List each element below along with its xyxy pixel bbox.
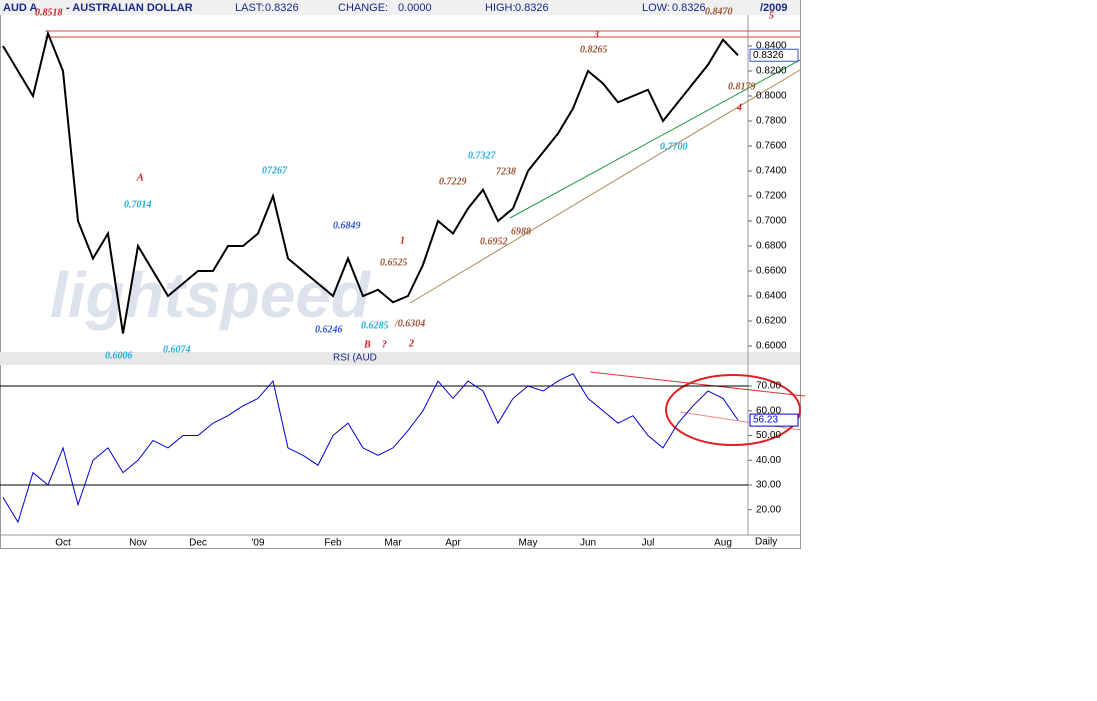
instrument-title: - AUSTRALIAN DOLLAR bbox=[66, 2, 193, 14]
last-value-box bbox=[749, 48, 799, 62]
x-tick-label: '09 bbox=[251, 538, 264, 549]
series-line bbox=[2, 30, 739, 334]
trend-line bbox=[509, 59, 801, 219]
date-text: /2009 bbox=[760, 2, 788, 14]
annotation: ? bbox=[382, 339, 387, 350]
last-value: 56.23 bbox=[753, 415, 778, 426]
y-tick-label: 0.6800 bbox=[756, 241, 787, 252]
stat-label: CHANGE: bbox=[338, 2, 388, 14]
watermark: lightspeed bbox=[50, 259, 372, 331]
header-bar bbox=[0, 0, 800, 15]
y-tick-label: 0.6000 bbox=[756, 341, 787, 352]
symbol: AUD A bbox=[3, 2, 37, 14]
annotation: 7238 bbox=[496, 166, 516, 177]
annotation: 2 bbox=[408, 338, 414, 349]
y-tick-label: 0.8200 bbox=[756, 66, 787, 77]
annotation: 0.6849 bbox=[333, 220, 361, 231]
annotation: 0.7014 bbox=[124, 199, 152, 210]
y-tick-label: 60.00 bbox=[756, 405, 781, 416]
period-label: Daily bbox=[755, 537, 777, 548]
annotation: 0.6006 bbox=[105, 350, 133, 361]
annotation: 0.8265 bbox=[580, 44, 608, 55]
stat-label: LAST: bbox=[235, 2, 264, 14]
annotation: 0.6952 bbox=[480, 236, 508, 247]
stat-value: 0.8326 bbox=[672, 2, 706, 14]
stat-value: 0.8326 bbox=[515, 2, 549, 14]
annotation: 6988 bbox=[511, 226, 531, 237]
annotation: 1 bbox=[400, 235, 405, 246]
last-value-box bbox=[749, 413, 799, 427]
x-tick-label: Mar bbox=[384, 538, 402, 549]
series-name: RSI (AUD bbox=[333, 353, 377, 364]
rsi-trend-line bbox=[679, 411, 801, 431]
y-tick-label: 0.8400 bbox=[756, 41, 787, 52]
x-tick-label: Feb bbox=[324, 538, 342, 549]
annotation: 0.6525 bbox=[380, 257, 408, 268]
annotation: 07267 bbox=[262, 165, 288, 176]
stat-label: HIGH: bbox=[485, 2, 516, 14]
y-tick-label: 0.7400 bbox=[756, 166, 787, 177]
annotation: 0.8179 bbox=[728, 81, 756, 92]
y-tick-label: 0.8000 bbox=[756, 91, 787, 102]
annotation: 0.7229 bbox=[439, 176, 467, 187]
x-tick-label: Aug bbox=[714, 538, 732, 549]
last-value: 0.8326 bbox=[753, 50, 784, 61]
y-tick-label: 0.6400 bbox=[756, 291, 787, 302]
y-tick-label: 50.00 bbox=[756, 430, 781, 441]
annotation: 0.8518 bbox=[35, 7, 63, 18]
y-tick-label: 0.7200 bbox=[756, 191, 787, 202]
annotation: 0.6246 bbox=[315, 324, 343, 335]
annotation: 0.7700 bbox=[660, 141, 688, 152]
x-tick-label: Nov bbox=[129, 538, 147, 549]
x-tick-label: Jul bbox=[642, 538, 655, 549]
y-tick-label: 0.7600 bbox=[756, 141, 787, 152]
stat-label: LOW: bbox=[642, 2, 670, 14]
y-tick-label: 0.7800 bbox=[756, 116, 787, 127]
y-tick-label: 20.00 bbox=[756, 504, 781, 515]
annotation: /0.6304 bbox=[394, 318, 425, 329]
annotation: A bbox=[136, 172, 144, 183]
annotation: 5 bbox=[769, 10, 774, 21]
x-tick-label: Apr bbox=[445, 538, 461, 549]
annotation: 0.7327 bbox=[468, 150, 497, 161]
y-tick-label: 0.6600 bbox=[756, 266, 787, 277]
y-tick-label: 0.7000 bbox=[756, 216, 787, 227]
x-tick-label: May bbox=[519, 538, 538, 549]
highlight-ellipse bbox=[665, 374, 801, 446]
x-tick-label: Oct bbox=[55, 538, 71, 549]
y-tick-label: 30.00 bbox=[756, 480, 781, 491]
annotation: 3 bbox=[593, 29, 599, 40]
stat-value: 0.8326 bbox=[265, 2, 299, 14]
annotation: 4 bbox=[736, 102, 742, 113]
x-tick-label: Jun bbox=[580, 538, 596, 549]
trend-line bbox=[409, 69, 801, 304]
y-tick-label: 70.00 bbox=[756, 381, 781, 392]
x-tick-label: Dec bbox=[189, 538, 207, 549]
y-tick-label: 40.00 bbox=[756, 455, 781, 466]
series-line bbox=[2, 373, 739, 524]
y-tick-label: 0.6200 bbox=[756, 316, 787, 327]
annotation: 0.6074 bbox=[163, 344, 191, 355]
annotation: B bbox=[363, 339, 371, 350]
rsi-trend-line bbox=[589, 371, 806, 397]
stat-value: 0.0000 bbox=[398, 2, 432, 14]
separator-bar bbox=[0, 352, 800, 365]
annotation: 0.6285 bbox=[361, 320, 389, 331]
annotation: 0.8470 bbox=[705, 6, 733, 17]
